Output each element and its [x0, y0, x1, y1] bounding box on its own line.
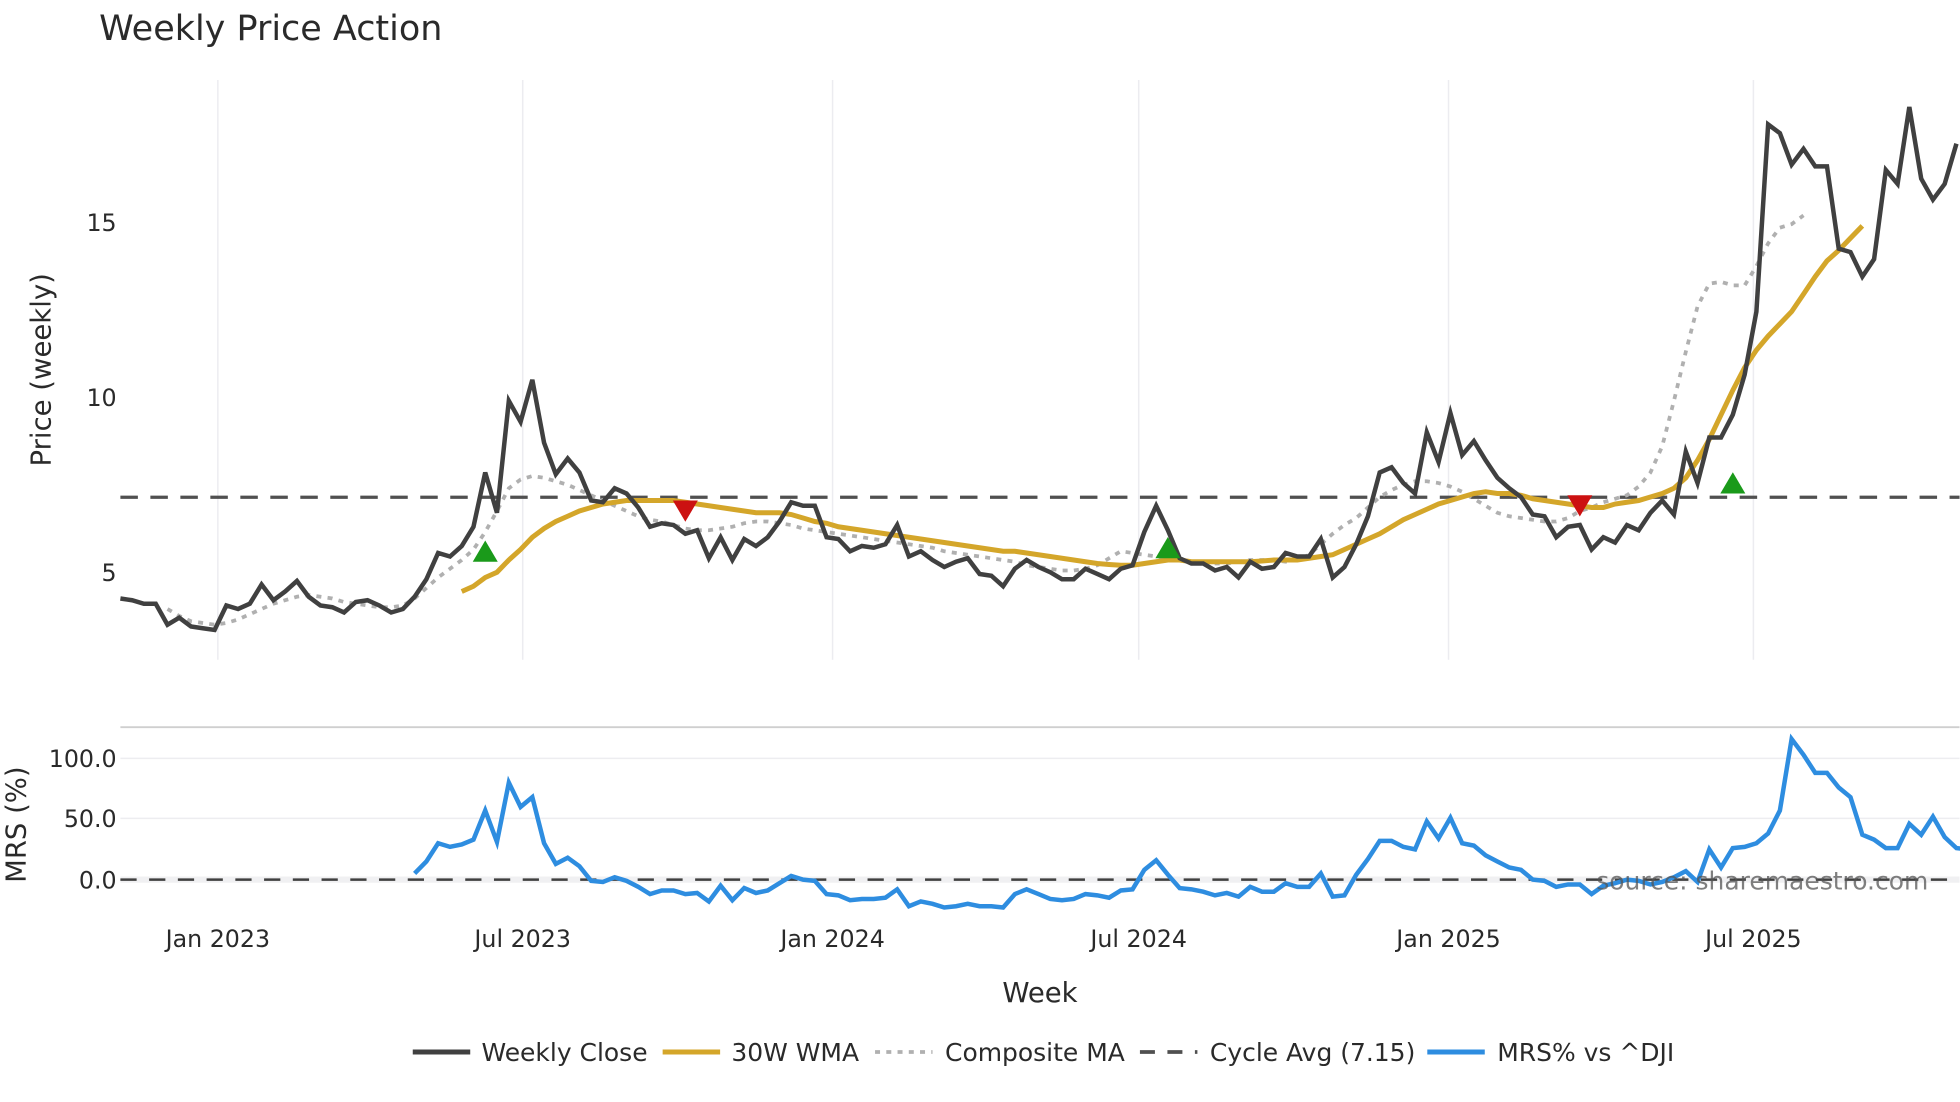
price-gridlines [217, 79, 1755, 660]
mrs-y-axis: 100.0 50.0 0.0 MRS (%) [0, 745, 116, 894]
ytick-5: 5 [102, 559, 117, 587]
composite-ma-line [166, 213, 1805, 627]
price-series [120, 106, 1959, 633]
legend-item-composite[interactable]: Composite MA [875, 1038, 1125, 1067]
price-y-axis: 15 10 5 Price (weekly) [25, 209, 116, 587]
xtick-jul-2025: Jul 2025 [1703, 925, 1802, 953]
price-y-label: Price (weekly) [25, 273, 57, 466]
mrs-tick-50: 50.0 [64, 805, 117, 833]
ytick-15: 15 [86, 209, 116, 237]
wma-30w-line [460, 224, 1865, 594]
x-axis-label: Week [1002, 977, 1077, 1009]
mrs-y-label: MRS (%) [0, 766, 32, 883]
xtick-jan-2024: Jan 2024 [778, 925, 884, 953]
legend-label-mrs: MRS% vs ^DJI [1497, 1038, 1674, 1067]
buy-signal-triangle-icon [1155, 537, 1181, 559]
sell-signal-triangle-icon [1567, 495, 1593, 517]
xtick-jul-2024: Jul 2024 [1088, 925, 1187, 953]
legend-item-wma[interactable]: 30W WMA [662, 1038, 859, 1067]
legend-label-cycle: Cycle Avg (7.15) [1210, 1038, 1415, 1067]
xtick-jul-2023: Jul 2023 [472, 925, 571, 953]
ytick-10: 10 [86, 384, 116, 412]
sell-signal-triangle-icon [672, 500, 698, 522]
mrs-gridlines [120, 757, 1960, 883]
legend-label-composite: Composite MA [945, 1038, 1125, 1067]
mrs-tick-0: 0.0 [79, 866, 117, 894]
signal-markers [472, 472, 1746, 562]
legend-label-close: Weekly Close [481, 1038, 647, 1067]
legend-item-mrs[interactable]: MRS% vs ^DJI [1427, 1038, 1674, 1067]
x-axis: Jan 2023 Jul 2023 Jan 2024 Jul 2024 Jan … [164, 925, 1802, 1009]
source-annotation: source: sharemaestro.com [1596, 867, 1928, 896]
legend-item-cycle[interactable]: Cycle Avg (7.15) [1139, 1038, 1415, 1067]
buy-signal-triangle-icon [1720, 472, 1746, 494]
weekly-close-line [120, 106, 1959, 633]
legend: Weekly Close 30W WMA Composite MA Cycle … [412, 1038, 1674, 1067]
buy-signal-triangle-icon [472, 540, 498, 562]
mrs-line [413, 733, 1960, 910]
xtick-jan-2023: Jan 2023 [164, 925, 270, 953]
mrs-tick-100: 100.0 [49, 745, 117, 773]
legend-item-weekly-close[interactable]: Weekly Close [412, 1038, 648, 1067]
xtick-jan-2025: Jan 2025 [1394, 925, 1500, 953]
chart-title: Weekly Price Action [99, 9, 442, 49]
legend-label-wma: 30W WMA [731, 1038, 859, 1067]
